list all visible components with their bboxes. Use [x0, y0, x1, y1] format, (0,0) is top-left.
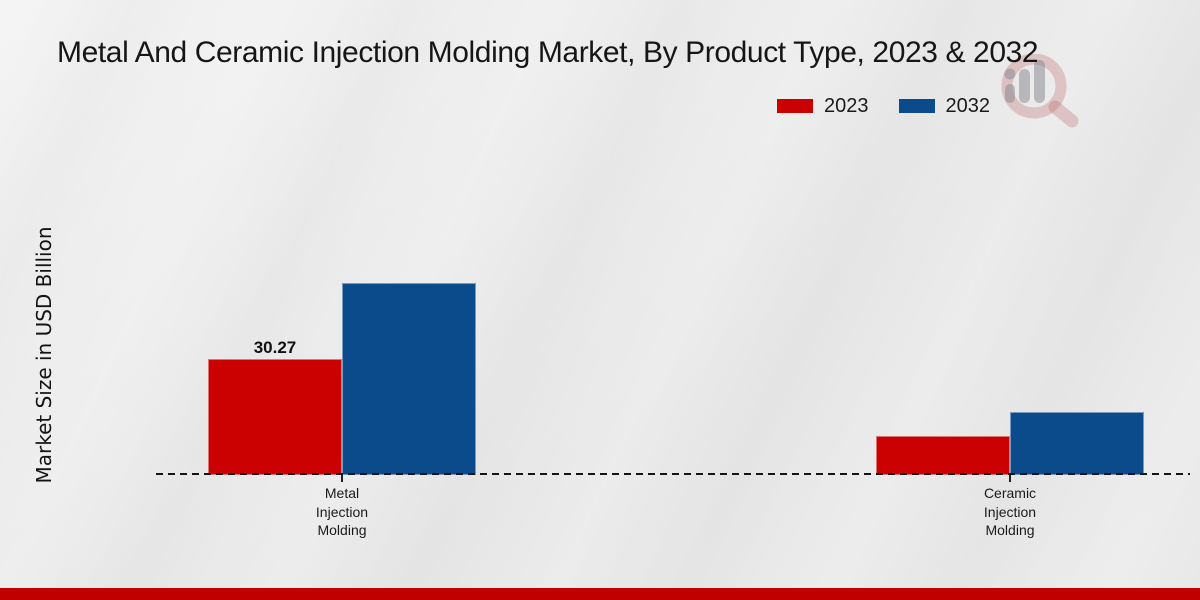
bar-2032-metal-injection-molding	[342, 283, 476, 475]
footer-bar	[0, 588, 1200, 600]
legend: 2023 2032	[777, 92, 990, 120]
legend-label-2032: 2032	[945, 94, 991, 117]
bar-2032-ceramic-injection-molding	[1010, 412, 1144, 475]
watermark-logo	[1001, 54, 1079, 128]
legend-swatch-2023	[777, 99, 813, 113]
bar-2023-ceramic-injection-molding	[876, 436, 1010, 475]
category-label-metal-injection-molding: Metal Injection Molding	[315, 485, 369, 538]
legend-item-2023: 2023	[777, 95, 869, 118]
bar-value-label: 30.27	[253, 338, 297, 357]
legend-swatch-2032	[898, 99, 935, 113]
y-axis-label: Market Size in USD Billion	[32, 226, 56, 484]
bar-2023-metal-injection-molding	[208, 359, 342, 475]
legend-label-2023: 2023	[824, 94, 869, 117]
x-tick-metal-injection-molding	[341, 475, 343, 482]
legend-item-2032: 2032	[898, 94, 991, 118]
x-axis-dashed-line	[156, 473, 1190, 475]
x-tick-ceramic-injection-molding	[1009, 475, 1011, 482]
category-label-ceramic-injection-molding: Ceramic Injection Molding	[983, 485, 1037, 538]
bar-chart-columns-icon	[1004, 60, 1045, 103]
chart-title: Metal And Ceramic Injection Molding Mark…	[57, 36, 1039, 69]
